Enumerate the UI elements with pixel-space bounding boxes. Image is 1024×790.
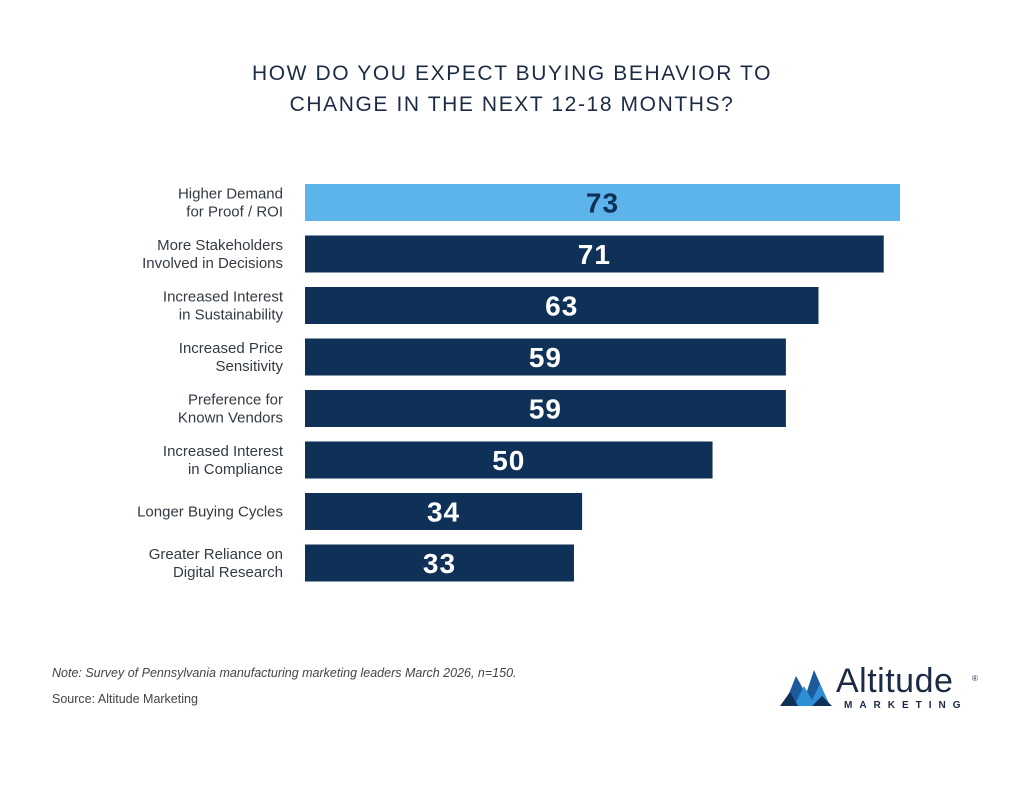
bar-3	[305, 338, 786, 376]
chart-title-line-1: HOW DO YOU EXPECT BUYING BEHAVIOR TO	[251, 62, 773, 85]
category-label-5: Increased Interest in Compliance	[163, 443, 284, 478]
bar-5	[305, 441, 713, 479]
chart-title: HOW DO YOU EXPECT BUYING BEHAVIOR TO CHA…	[0, 58, 1024, 120]
bar-value-label-1: 71	[578, 239, 611, 270]
bar-1	[305, 235, 884, 273]
bar-0	[305, 184, 900, 221]
bar-7	[305, 544, 574, 582]
source-text: Source: Altitude Marketing	[52, 692, 198, 706]
bar-value-label-3: 59	[529, 342, 562, 373]
bar-value-label-4: 59	[529, 394, 562, 425]
bar-chart: 73 Higher Demand for Proof / ROI 71 More Sta…	[137, 184, 900, 582]
category-label-1: More Stakeholders Involved in Decisions	[142, 237, 283, 272]
category-label-6: Longer Buying Cycles	[137, 504, 283, 521]
chart-title-line-2: CHANGE IN THE NEXT 12-18 MONTHS?	[289, 93, 735, 116]
logo-registered-mark: ®	[972, 674, 978, 683]
footnote: Note: Survey of Pennsylvania manufacturi…	[52, 666, 517, 680]
bar-value-label-2: 63	[545, 291, 578, 322]
category-label-4: Preference for Known Vendors	[178, 392, 283, 427]
category-label-0: Higher Demand for Proof / ROI	[178, 186, 283, 221]
category-label-3: Increased Price Sensitivity	[179, 340, 284, 375]
logo-wordmark: Altitude	[836, 662, 954, 700]
category-label-2: Increased Interest in Sustainability	[163, 289, 284, 324]
bar-4	[305, 390, 786, 427]
bar-6	[305, 493, 583, 530]
logo-subtitle: MARKETING	[844, 700, 968, 711]
altitude-logo: Altitude ® MARKETING	[780, 660, 980, 716]
mountain-logo-icon	[780, 670, 832, 706]
bar-value-label-5: 50	[492, 445, 525, 476]
bar-2	[305, 287, 819, 324]
category-label-7: Greater Reliance on Digital Research	[149, 546, 283, 581]
bar-value-label-7: 33	[423, 548, 456, 579]
bar-value-label-0: 73	[586, 188, 619, 219]
bar-value-label-6: 34	[427, 497, 460, 528]
